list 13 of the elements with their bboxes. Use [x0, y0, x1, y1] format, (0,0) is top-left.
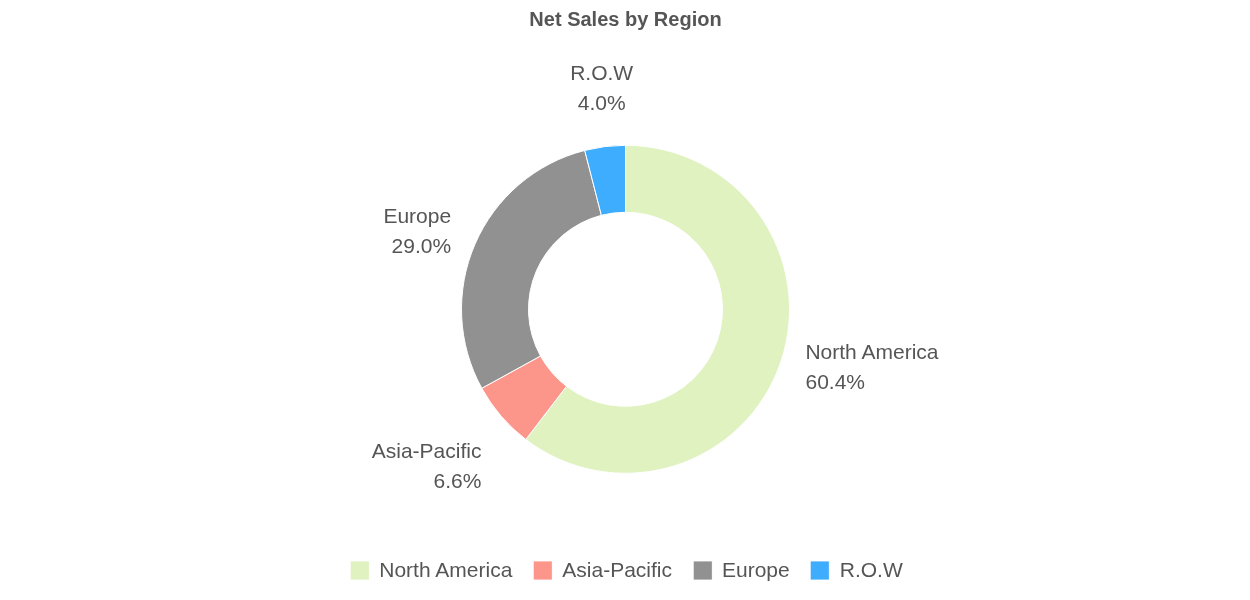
slice-label: Asia-Pacific: [371, 439, 482, 463]
chart-title: Net Sales by Region: [529, 7, 722, 30]
data-label: 6.6%: [433, 469, 482, 493]
slice-label: Europe: [383, 203, 452, 227]
data-label: 4.0%: [577, 90, 626, 114]
legend-label: R.O.W: [839, 558, 903, 582]
slice-label: R.O.W: [570, 60, 634, 84]
slice-label: North America: [805, 340, 939, 364]
legend-label: Asia-Pacific: [562, 558, 673, 582]
data-label: 60.4%: [805, 370, 865, 394]
legend-label: North America: [379, 558, 513, 582]
data-label: 29.0%: [391, 233, 452, 257]
legend-label: Europe: [722, 558, 790, 582]
